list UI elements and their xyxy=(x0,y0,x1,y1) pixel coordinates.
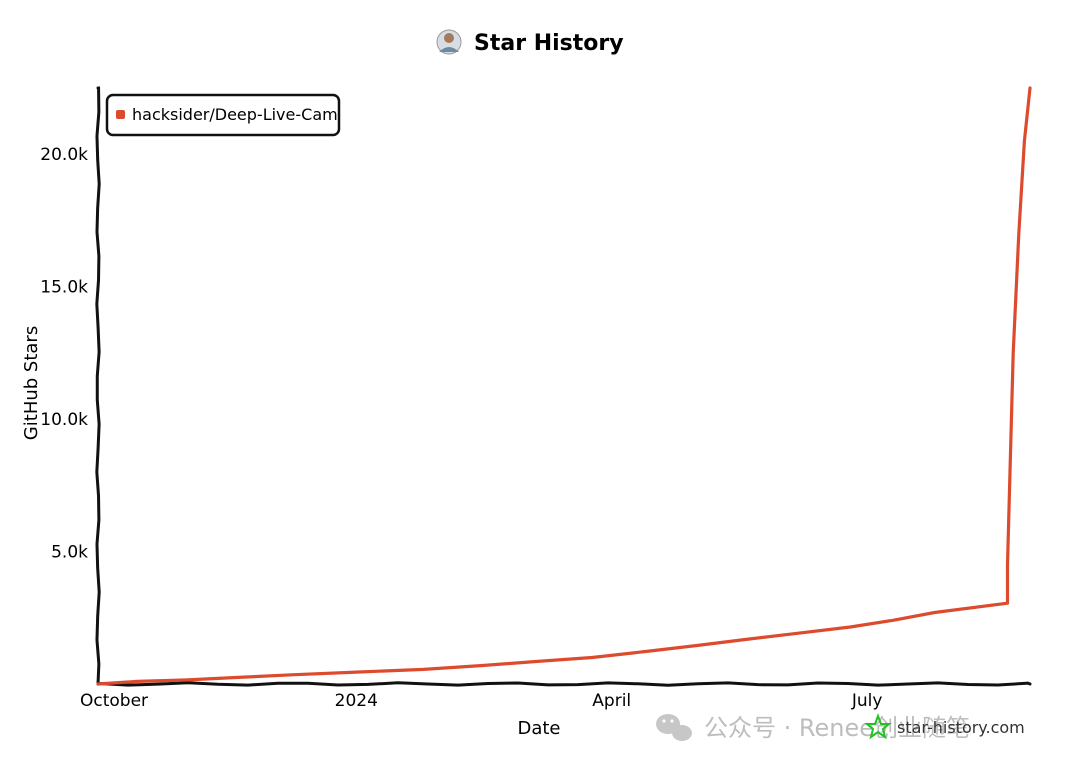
x-tick-label: April xyxy=(592,691,631,711)
chart-title-group: Star History xyxy=(436,29,624,56)
y-tick-label: 15.0k xyxy=(40,278,88,298)
y-axis-label: GitHub Stars xyxy=(21,326,42,440)
legend-series-name: hacksider/Deep-Live-Cam xyxy=(132,105,338,124)
y-tick-labels: 5.0k 10.0k 15.0k 20.0k xyxy=(40,145,88,562)
y-tick-label: 10.0k xyxy=(40,410,88,430)
series-group xyxy=(96,86,1032,686)
y-axis-line xyxy=(95,86,101,686)
avatar-icon xyxy=(436,29,462,55)
y-tick-label: 5.0k xyxy=(51,543,88,563)
footer-site-link: star-history.com xyxy=(897,718,1025,737)
y-tick-label: 20.0k xyxy=(40,145,88,165)
x-axis-label: Date xyxy=(517,718,560,739)
x-tick-label: July xyxy=(851,691,883,711)
star-icon xyxy=(864,713,892,740)
x-tick-label: 2024 xyxy=(335,691,378,711)
legend-swatch xyxy=(116,110,125,119)
x-tick-label: October xyxy=(80,691,148,711)
watermark-text: 公众号 · Renee创业随笔 xyxy=(704,714,970,742)
series-line xyxy=(96,86,1032,686)
x-tick-labels: October 2024 April July xyxy=(80,691,882,711)
chart-title: Star History xyxy=(474,31,624,56)
wechat-icon xyxy=(656,714,692,741)
axes xyxy=(95,86,1032,687)
legend: hacksider/Deep-Live-Cam xyxy=(105,93,341,137)
x-axis-line xyxy=(96,681,1032,687)
legend-box xyxy=(105,93,341,137)
